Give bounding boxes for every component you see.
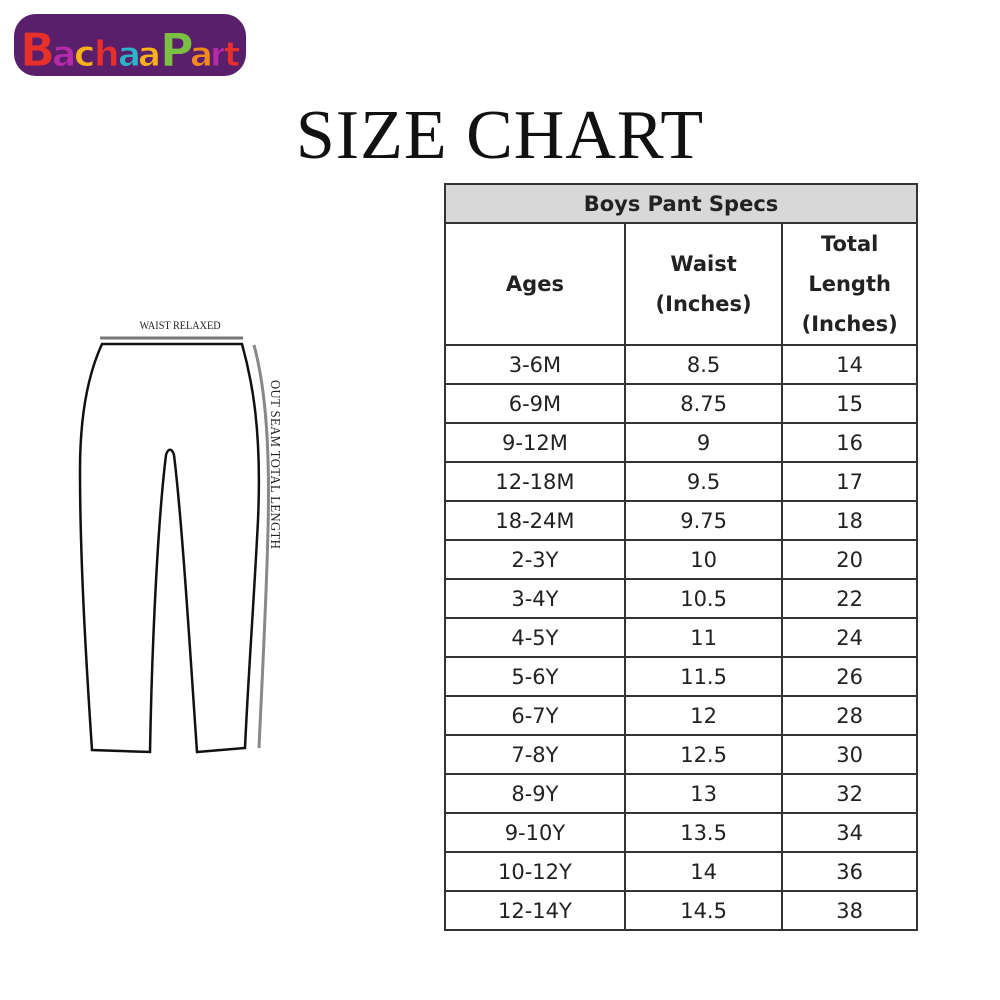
table-row: 18-24M 9.75 18 (444, 500, 918, 541)
svg-text:a: a (138, 35, 161, 75)
table-caption: Boys Pant Specs (444, 183, 918, 224)
age-cell: 18-24M (444, 500, 626, 541)
length-cell: 16 (781, 422, 918, 463)
table-row: 4-5Y 11 24 (444, 617, 918, 658)
waist-cell: 14.5 (623, 890, 784, 931)
svg-text:a: a (190, 35, 213, 75)
outseam-measure-line (252, 344, 270, 749)
waist-cell: 10 (623, 539, 784, 580)
length-cell: 32 (781, 773, 918, 814)
size-table: Boys Pant Specs Ages Waist (Inches) Tota… (444, 183, 918, 931)
waist-cell: 13.5 (623, 812, 784, 853)
table-row: 2-3Y 10 20 (444, 539, 918, 580)
header-ages: Ages (444, 222, 626, 346)
waist-cell: 8.5 (623, 344, 784, 385)
age-cell: 3-6M (444, 344, 626, 385)
header-total-length: Total Length (Inches) (781, 222, 918, 346)
waist-cell: 11 (623, 617, 784, 658)
table-row: 6-9M 8.75 15 (444, 383, 918, 424)
length-cell: 30 (781, 734, 918, 775)
svg-text:t: t (224, 35, 240, 75)
header-waist: Waist (Inches) (623, 222, 784, 346)
length-cell: 26 (781, 656, 918, 697)
age-cell: 5-6Y (444, 656, 626, 697)
length-cell: 24 (781, 617, 918, 658)
age-cell: 6-9M (444, 383, 626, 424)
waist-cell: 9.5 (623, 461, 784, 502)
table-row: 7-8Y 12.5 30 (444, 734, 918, 775)
waist-cell: 10.5 (623, 578, 784, 619)
pants-diagram (78, 336, 270, 754)
age-cell: 9-12M (444, 422, 626, 463)
page-title: SIZE CHART (295, 97, 705, 174)
age-cell: 2-3Y (444, 539, 626, 580)
waist-cell: 8.75 (623, 383, 784, 424)
svg-text:a: a (118, 35, 141, 75)
table-row: 6-7Y 12 28 (444, 695, 918, 736)
svg-text:P: P (160, 23, 194, 77)
table-row: 9-12M 9 16 (444, 422, 918, 463)
length-cell: 18 (781, 500, 918, 541)
length-cell: 38 (781, 890, 918, 931)
age-cell: 7-8Y (444, 734, 626, 775)
table-row: 12-14Y 14.5 38 (444, 890, 918, 931)
table-row: 5-6Y 11.5 26 (444, 656, 918, 697)
waist-cell: 11.5 (623, 656, 784, 697)
length-cell: 28 (781, 695, 918, 736)
age-cell: 4-5Y (444, 617, 626, 658)
age-cell: 6-7Y (444, 695, 626, 736)
length-cell: 15 (781, 383, 918, 424)
pants-outline (78, 342, 261, 754)
age-cell: 12-14Y (444, 890, 626, 931)
svg-text:B: B (20, 23, 55, 77)
length-cell: 20 (781, 539, 918, 580)
table-row: 9-10Y 13.5 34 (444, 812, 918, 853)
waist-cell: 13 (623, 773, 784, 814)
age-cell: 8-9Y (444, 773, 626, 814)
table-row: 3-4Y 10.5 22 (444, 578, 918, 619)
length-cell: 22 (781, 578, 918, 619)
table-row: 8-9Y 13 32 (444, 773, 918, 814)
length-cell: 14 (781, 344, 918, 385)
waist-cell: 14 (623, 851, 784, 892)
age-cell: 3-4Y (444, 578, 626, 619)
waist-cell: 12.5 (623, 734, 784, 775)
waist-cell: 9 (623, 422, 784, 463)
length-cell: 17 (781, 461, 918, 502)
table-row: 10-12Y 14 36 (444, 851, 918, 892)
svg-text:c: c (74, 34, 95, 75)
length-cell: 36 (781, 851, 918, 892)
outseam-label: OUT SEAM TOTAL LENGTH (267, 380, 282, 550)
svg-text:h: h (94, 34, 120, 75)
svg-text:r: r (210, 35, 227, 75)
age-cell: 10-12Y (444, 851, 626, 892)
waist-cell: 12 (623, 695, 784, 736)
length-cell: 34 (781, 812, 918, 853)
age-cell: 9-10Y (444, 812, 626, 853)
waist-relaxed-label: WAIST RELAXED (139, 318, 221, 332)
brand-logo: B a c h a a P a r t (14, 14, 246, 78)
table-row: 3-6M 8.5 14 (444, 344, 918, 385)
age-cell: 12-18M (444, 461, 626, 502)
table-row: 12-18M 9.5 17 (444, 461, 918, 502)
svg-text:a: a (52, 34, 76, 75)
waist-cell: 9.75 (623, 500, 784, 541)
